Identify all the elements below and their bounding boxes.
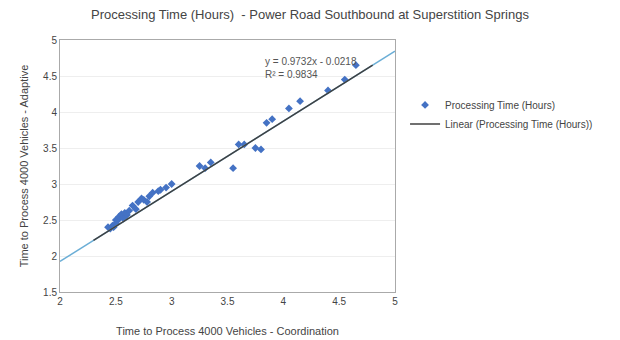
svg-text:y = 0.9732x - 0.0218R² = 0.983: y = 0.9732x - 0.0218R² = 0.9834 (265, 56, 357, 80)
svg-text:Processing Time (Hours): Processing Time (Hours) (445, 100, 555, 111)
svg-text:4: 4 (51, 107, 57, 118)
svg-text:4: 4 (281, 296, 287, 307)
svg-text:1.5: 1.5 (43, 287, 57, 298)
svg-text:Processing Time (Hours) - Pow: Processing Time (Hours) - Power Road Sou… (91, 7, 529, 22)
svg-text:4.5: 4.5 (43, 71, 57, 82)
svg-text:Time to Process 4000 Vehicles: Time to Process 4000 Vehicles - Coordina… (116, 325, 339, 337)
svg-text:3.5: 3.5 (43, 143, 57, 154)
svg-text:5: 5 (392, 296, 398, 307)
svg-text:Linear (Processing Time (Hours: Linear (Processing Time (Hours)) (445, 119, 592, 130)
svg-text:3: 3 (169, 296, 175, 307)
svg-text:4.5: 4.5 (332, 296, 346, 307)
svg-text:2.5: 2.5 (109, 296, 123, 307)
svg-text:Time to Process 4000 Vehicles: Time to Process 4000 Vehicles - Adaptive (18, 65, 30, 268)
svg-text:2: 2 (57, 296, 63, 307)
svg-text:3: 3 (51, 179, 57, 190)
svg-text:2.5: 2.5 (43, 215, 57, 226)
svg-text:5: 5 (51, 35, 57, 46)
svg-text:2: 2 (51, 251, 57, 262)
svg-text:3.5: 3.5 (221, 296, 235, 307)
